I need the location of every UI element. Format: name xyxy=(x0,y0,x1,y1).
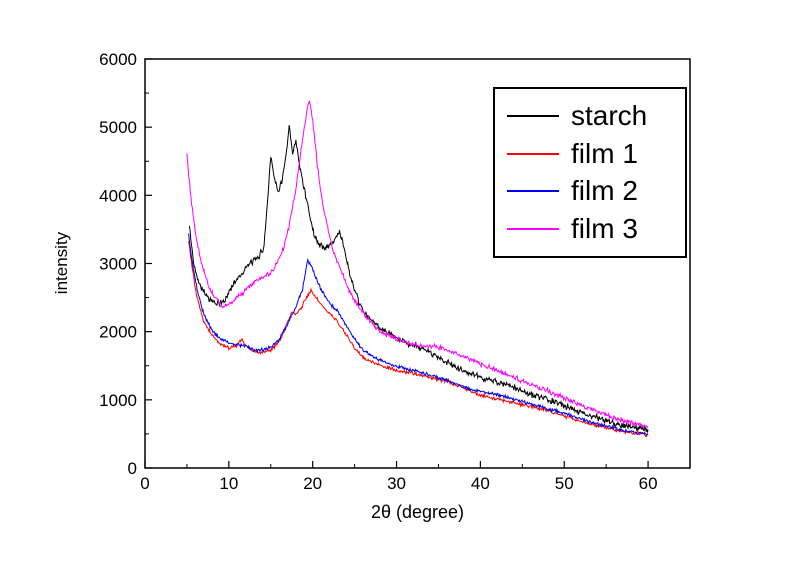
y-tick-label: 2000 xyxy=(99,323,137,342)
y-tick-label: 3000 xyxy=(99,255,137,274)
y-tick-label: 4000 xyxy=(99,186,137,205)
y-tick-label: 5000 xyxy=(99,118,137,137)
y-tick-label: 1000 xyxy=(99,391,137,410)
legend-item-film-2: film 2 xyxy=(507,177,685,205)
y-axis-title: intensity xyxy=(52,231,71,295)
legend-label: starch xyxy=(571,99,648,131)
x-tick-label: 20 xyxy=(303,474,322,493)
series-film-2 xyxy=(188,233,649,436)
series-film-3 xyxy=(186,100,649,429)
legend-label: film 1 xyxy=(571,137,638,169)
legend-line-sample xyxy=(507,228,559,231)
legend-item-starch: starch xyxy=(507,99,685,131)
series-film-1 xyxy=(188,241,649,438)
x-tick-label: 0 xyxy=(140,474,149,493)
x-tick-label: 10 xyxy=(219,474,238,493)
legend-label: film 2 xyxy=(571,175,638,207)
x-axis-title: 2θ (degree) xyxy=(370,502,465,522)
legend-line-sample xyxy=(507,152,559,155)
legend-item-film-3: film 3 xyxy=(507,215,685,243)
x-tick-label: 40 xyxy=(471,474,490,493)
legend-label: film 3 xyxy=(571,213,638,245)
x-tick-label: 50 xyxy=(555,474,574,493)
legend-line-sample xyxy=(507,114,559,117)
x-tick-label: 60 xyxy=(639,474,658,493)
y-tick-label: 6000 xyxy=(99,50,137,69)
legend-line-sample xyxy=(507,190,559,193)
legend: starch film 1 film 2 film 3 xyxy=(493,87,687,258)
legend-item-film-1: film 1 xyxy=(507,137,685,169)
series-starch xyxy=(188,125,649,433)
y-tick-label: 0 xyxy=(128,459,137,478)
x-tick-label: 30 xyxy=(387,474,406,493)
